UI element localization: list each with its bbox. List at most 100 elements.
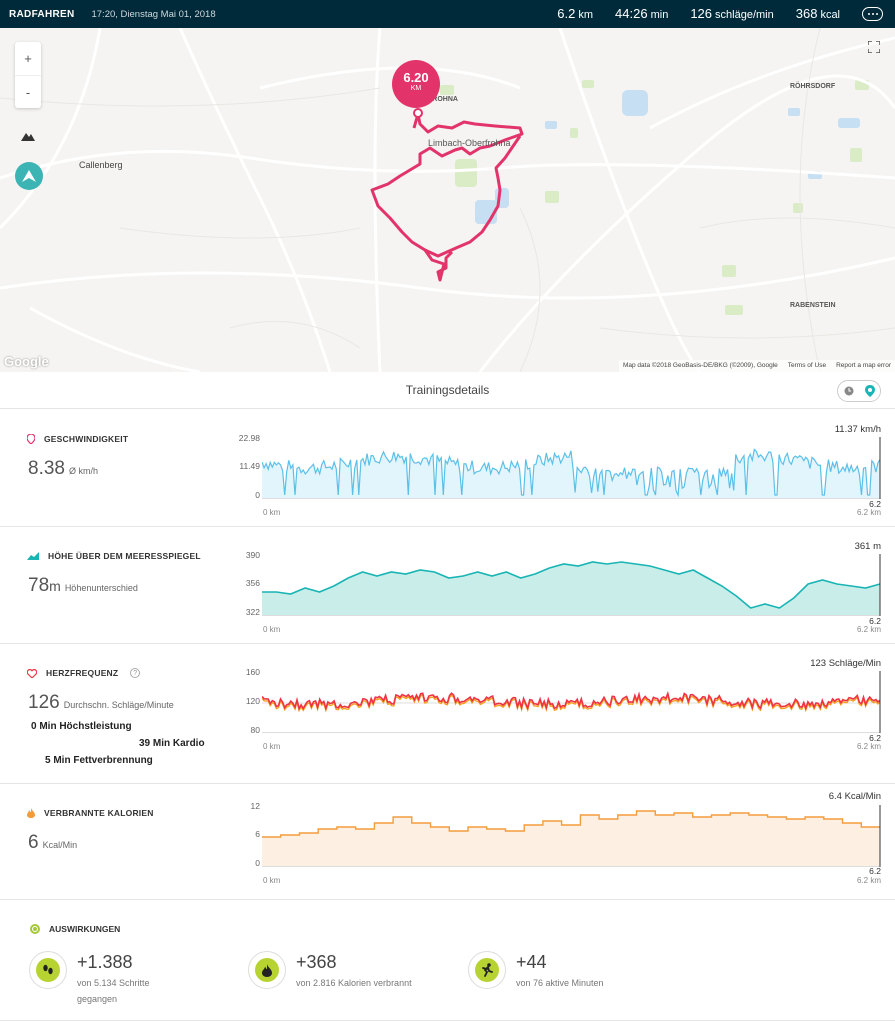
fullscreen-icon[interactable] [865,38,883,56]
heart-rate-label: HERZFREQUENZ ? [27,668,141,678]
elevation-gain: 78m Höhenunterschied [28,575,138,596]
speed-current: 11.37 km/h [834,424,881,435]
y-tick: 80 [250,725,260,735]
location-pin-icon[interactable] [864,385,875,397]
distance-marker-unit: KM [410,85,422,92]
effect-calories: +368 von 2.816 Kalorien verbrannt [248,951,458,1011]
calories-area [262,811,880,867]
heart-rate-current: 123 Schläge/Min [810,658,881,669]
zoom-controls: + - [15,42,41,108]
workout-header-bar: RADFAHREN 17:20, Dienstag Mai 01, 2018 6… [0,0,895,28]
stat-heart-rate: 126 schläge/min [690,6,774,21]
divider [0,1020,895,1021]
calories-label: VERBRANNTE KALORIEN [27,808,154,818]
zoom-in-button[interactable]: + [24,51,32,66]
report-error-link[interactable]: Report a map error [836,362,891,369]
y-tick: 0 [255,490,260,500]
effects-section: AUSWIRKUNGEN +1.388 von 5.134 Schritte g… [0,900,895,1024]
flame-icon [248,951,286,989]
stat-distance: 6.2 km [557,6,594,21]
place-callenberg: Callenberg [79,160,123,170]
mountain-icon [27,552,39,560]
terms-link[interactable]: Terms of Use [787,362,827,369]
section-title: Trainingsdetails [405,383,490,397]
effects-title: AUSWIRKUNGEN [30,924,120,934]
heart-rate-end-marker: 6.2 [869,733,881,743]
heart-rate-low-line [262,693,881,713]
speed-chart[interactable] [262,437,884,499]
zoom-out-button[interactable]: - [15,75,41,108]
zone-peak: 0 Min Höchstleistung [31,721,132,732]
stat-calories: 368 kcal [795,6,840,21]
flame-icon [27,808,35,818]
x-tick-start: 0 km [263,508,281,517]
metric-calories: VERBRANNTE KALORIEN 6 Kcal/Min 12 6 0 6.4… [0,784,895,900]
view-toggle[interactable] [837,380,881,402]
distance-marker: 6.20 KM [392,60,440,108]
map-data-text: Map data ©2018 GeoBasis-DE/BKG (©2009), … [622,362,778,369]
y-tick: 120 [245,696,260,706]
calories-chart[interactable] [262,805,884,867]
calories-line [262,810,880,838]
elevation-end-marker: 6.2 [869,616,881,626]
zone-fatburn: 5 Min Fettverbrennung [45,755,153,766]
heart-rate-chart[interactable] [262,671,884,733]
speed-area [262,449,880,499]
elevation-current: 361 m [854,541,881,552]
map-attribution: Map data ©2018 GeoBasis-DE/BKG (©2009), … [618,360,895,372]
location-pin-icon [27,434,35,444]
activity-datetime: 17:20, Dienstag Mai 01, 2018 [91,8,216,20]
x-tick-end: 6.2 km [856,742,881,751]
place-rohrsdorf: RÖHRSDORF [790,83,836,90]
heart-icon [27,668,37,678]
place-frohna: FROHNA [428,96,458,103]
route-map[interactable]: Callenberg Limbach-Oberfrohna RÖHRSDORF … [0,28,895,372]
summary-stats: 6.2 km 44:26 min 126 schläge/min 368 kcal [535,0,895,28]
terrain-icon[interactable] [15,123,41,149]
steps-description: von 5.134 Schritte gegangen [77,978,150,1004]
distance-marker-value: 6.20 [403,70,429,85]
steps-value: +1.388 [77,952,133,972]
y-tick: 12 [250,801,260,811]
calories-end-marker: 6.2 [869,866,881,876]
zone-cardio: 39 Min Kardio [139,738,205,749]
place-rabenstein: RABENSTEIN [790,302,836,309]
effect-active-minutes: +44 von 76 aktive Minuten [468,951,678,1011]
y-tick: 0 [255,858,260,868]
y-tick: 6 [255,829,260,839]
activity-type: RADFAHREN [9,8,75,20]
more-options-icon[interactable] [862,7,883,21]
elevation-area [262,562,880,616]
stat-duration: 44:26 min [615,6,669,21]
footsteps-icon [29,951,67,989]
metric-heart-rate: HERZFREQUENZ ? 126 Durchschn. Schläge/Min… [0,644,895,784]
x-tick-end: 6.2 km [856,508,881,517]
elevation-label: HÖHE ÜBER DEM MEERESSPIEGEL [27,551,201,561]
help-icon[interactable]: ? [130,668,141,678]
elevation-line [262,561,881,609]
speed-average: 8.38 Ø km/h [28,458,98,479]
metric-elevation: HÖHE ÜBER DEM MEERESSPIEGEL 78m Höhenunte… [0,527,895,644]
y-tick: 160 [245,667,260,677]
y-tick: 356 [245,578,260,588]
x-tick-start: 0 km [263,742,281,751]
y-tick: 22.98 [238,433,260,443]
speed-end-marker: 6.2 [869,499,881,509]
y-tick: 11.49 [239,461,260,471]
effect-steps: +1.388 von 5.134 Schritte gegangen [29,951,239,1011]
metric-speed: GESCHWINDIGKEIT 8.38 Ø km/h 22.98 11.49 0… [0,410,895,527]
x-tick-end: 6.2 km [856,625,881,634]
clock-icon[interactable] [844,386,854,396]
active-minutes-description: von 76 aktive Minuten [516,978,604,988]
target-icon [30,924,40,934]
location-arrow-icon[interactable] [15,162,43,190]
heart-rate-line [262,690,881,711]
elevation-chart[interactable] [262,554,884,616]
google-logo: Google [4,354,49,369]
y-tick: 390 [245,550,260,560]
speed-label: GESCHWINDIGKEIT [27,434,128,444]
calories-description: von 2.816 Kalorien verbrannt [296,978,412,988]
active-minutes-value: +44 [516,952,547,972]
heart-rate-average: 126 Durchschn. Schläge/Minute [28,692,174,713]
calories-value: +368 [296,952,337,972]
